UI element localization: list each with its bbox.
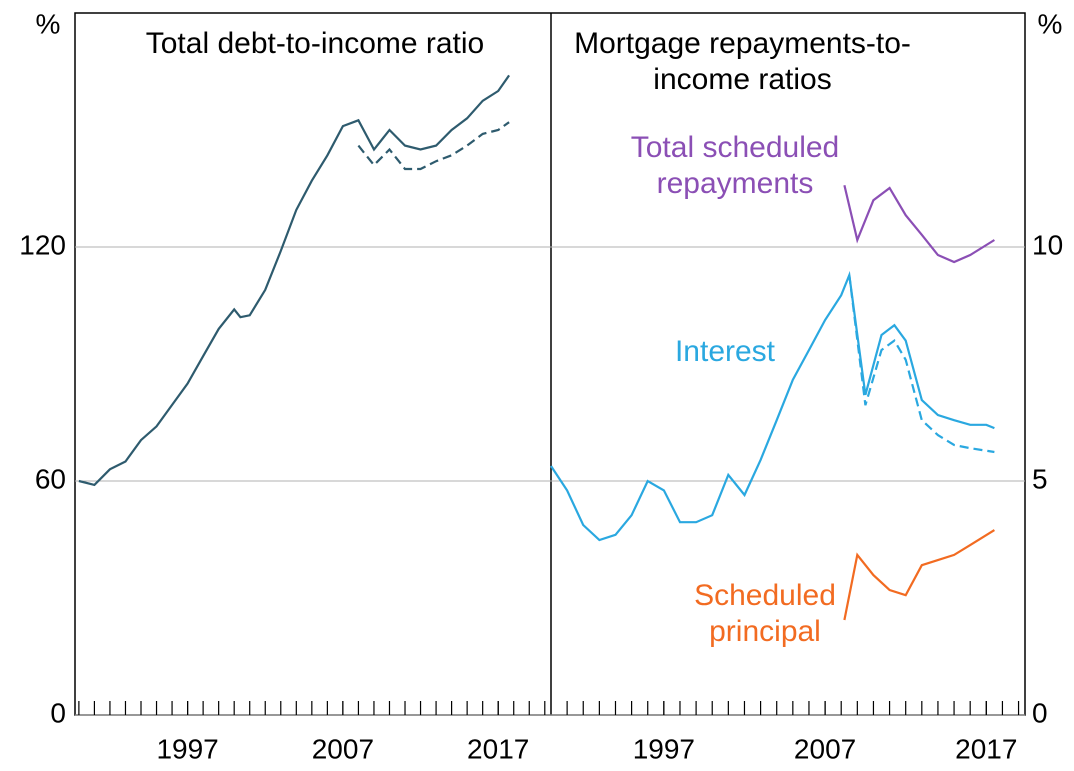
- y-tick-label: 60: [35, 463, 66, 494]
- line-series: [550, 270, 995, 542]
- panel-title: Mortgage repayments-to-income ratios: [574, 27, 911, 96]
- line-series: [843, 184, 995, 264]
- x-tick-label: 2017: [955, 733, 1017, 764]
- annotation: Interest: [674, 335, 776, 368]
- y-tick-label: 10: [1032, 229, 1063, 260]
- y-tick-label: 5: [1032, 463, 1048, 494]
- x-tick-label: 2017: [467, 733, 529, 764]
- x-tick-label: 2007: [794, 733, 856, 764]
- panel-title: Total debt-to-income ratio: [145, 27, 485, 60]
- line-series: [848, 274, 995, 454]
- y-tick-label: 120: [19, 229, 66, 260]
- line-series: [357, 121, 510, 171]
- x-tick-label: 1997: [633, 733, 695, 764]
- x-tick-label: 1997: [156, 733, 218, 764]
- line-series: [843, 529, 995, 621]
- frame: [74, 12, 1026, 716]
- annotation: Total scheduled repayments: [630, 131, 840, 200]
- x-tick-label: 2007: [312, 733, 374, 764]
- y-unit: %: [36, 8, 61, 39]
- annotation: Scheduled principal: [694, 579, 836, 648]
- y-unit: %: [1038, 8, 1063, 39]
- y-tick-label: 0: [50, 697, 66, 728]
- line-series: [78, 74, 511, 487]
- y-tick-label: 0: [1032, 697, 1048, 728]
